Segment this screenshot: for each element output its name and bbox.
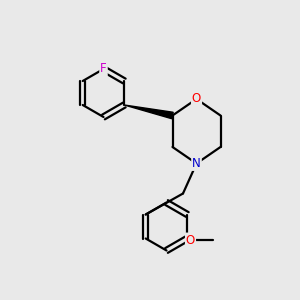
Text: N: N xyxy=(192,157,201,170)
Text: F: F xyxy=(100,62,107,76)
Text: O: O xyxy=(186,233,195,247)
Polygon shape xyxy=(124,105,173,119)
Text: O: O xyxy=(192,92,201,106)
